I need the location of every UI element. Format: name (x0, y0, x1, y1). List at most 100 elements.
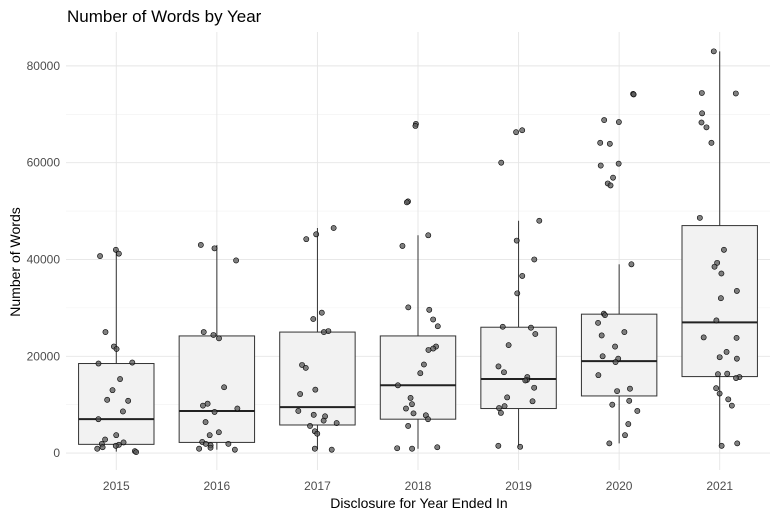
data-point (625, 421, 632, 427)
data-point (718, 270, 725, 277)
box-2015 (78, 249, 155, 452)
x-tick-label: 2015 (103, 479, 130, 493)
data-point (200, 402, 206, 409)
data-point (394, 445, 401, 452)
data-point (314, 430, 321, 437)
x-axis-title: Disclosure for Year Ended In (330, 495, 507, 511)
data-point (698, 119, 705, 126)
data-point (626, 397, 633, 404)
data-point (715, 371, 721, 378)
data-point (210, 332, 217, 338)
data-point (310, 316, 317, 322)
data-point (610, 174, 616, 181)
data-point (595, 372, 602, 379)
data-point (234, 405, 241, 412)
data-point (333, 420, 340, 426)
boxes (78, 51, 758, 452)
data-point (129, 359, 136, 366)
data-point (614, 388, 620, 395)
data-point (734, 440, 741, 447)
data-point (409, 445, 415, 452)
data-point (196, 445, 203, 452)
data-point (104, 396, 111, 403)
data-point (733, 334, 740, 341)
data-point (725, 396, 732, 403)
data-point (113, 432, 120, 439)
y-tick-label: 80000 (27, 59, 61, 73)
y-tick-label: 40000 (27, 252, 61, 266)
data-point (233, 257, 240, 264)
data-point (412, 122, 419, 129)
x-tick-label: 2020 (606, 479, 633, 493)
data-point (202, 440, 209, 447)
data-point (606, 440, 613, 447)
data-point (513, 237, 520, 244)
data-point (532, 331, 539, 337)
data-point (318, 309, 325, 316)
y-tick-label: 0 (53, 446, 60, 460)
data-point (202, 419, 209, 425)
data-point (609, 401, 616, 408)
data-point (434, 323, 441, 330)
data-point (612, 359, 619, 365)
data-point (606, 140, 613, 147)
x-tick-label: 2017 (304, 479, 331, 493)
data-point (732, 90, 739, 97)
x-tick-label: 2018 (405, 479, 432, 493)
data-point (102, 329, 109, 335)
data-point (117, 376, 123, 382)
data-point (231, 446, 238, 453)
data-point (634, 408, 641, 414)
data-point (417, 370, 424, 377)
data-point (302, 364, 309, 371)
data-point (133, 449, 140, 455)
iqr-box (681, 225, 758, 378)
data-point (630, 91, 637, 98)
data-point (601, 117, 608, 123)
iqr-box (178, 335, 256, 443)
data-point (718, 442, 725, 449)
data-point (495, 363, 502, 370)
data-point (313, 231, 320, 238)
data-point (430, 345, 437, 352)
data-point (125, 397, 132, 404)
data-point (399, 243, 406, 249)
y-tick-label: 20000 (27, 349, 61, 363)
data-point (320, 417, 327, 424)
box-2019 (480, 220, 557, 447)
data-point (311, 445, 318, 452)
iqr-box (78, 363, 155, 445)
data-point (221, 384, 228, 391)
data-point (197, 242, 204, 248)
data-point (410, 410, 417, 417)
data-point (733, 355, 740, 362)
data-point (112, 442, 119, 449)
data-point (495, 442, 502, 449)
y-axis-title: Number of Words (7, 207, 23, 316)
x-tick-label: 2019 (505, 479, 532, 493)
data-point (225, 440, 232, 447)
data-point (612, 343, 618, 350)
data-point (501, 403, 508, 410)
data-point (699, 110, 705, 117)
data-point (536, 217, 543, 224)
iqr-box (580, 313, 658, 397)
data-point (598, 332, 605, 339)
data-point (513, 129, 519, 136)
data-point (211, 409, 218, 415)
data-point (718, 295, 724, 302)
data-point (394, 382, 401, 389)
data-point (295, 408, 302, 414)
data-point (97, 253, 103, 259)
chart-title: Number of Words by Year (67, 7, 262, 26)
data-point (498, 409, 504, 416)
data-point (120, 408, 126, 415)
data-point (622, 432, 628, 439)
data-points (94, 48, 743, 455)
data-point (216, 335, 222, 342)
data-point (207, 444, 214, 451)
data-point (112, 246, 119, 253)
data-point (421, 361, 427, 368)
box-2021 (681, 51, 758, 446)
